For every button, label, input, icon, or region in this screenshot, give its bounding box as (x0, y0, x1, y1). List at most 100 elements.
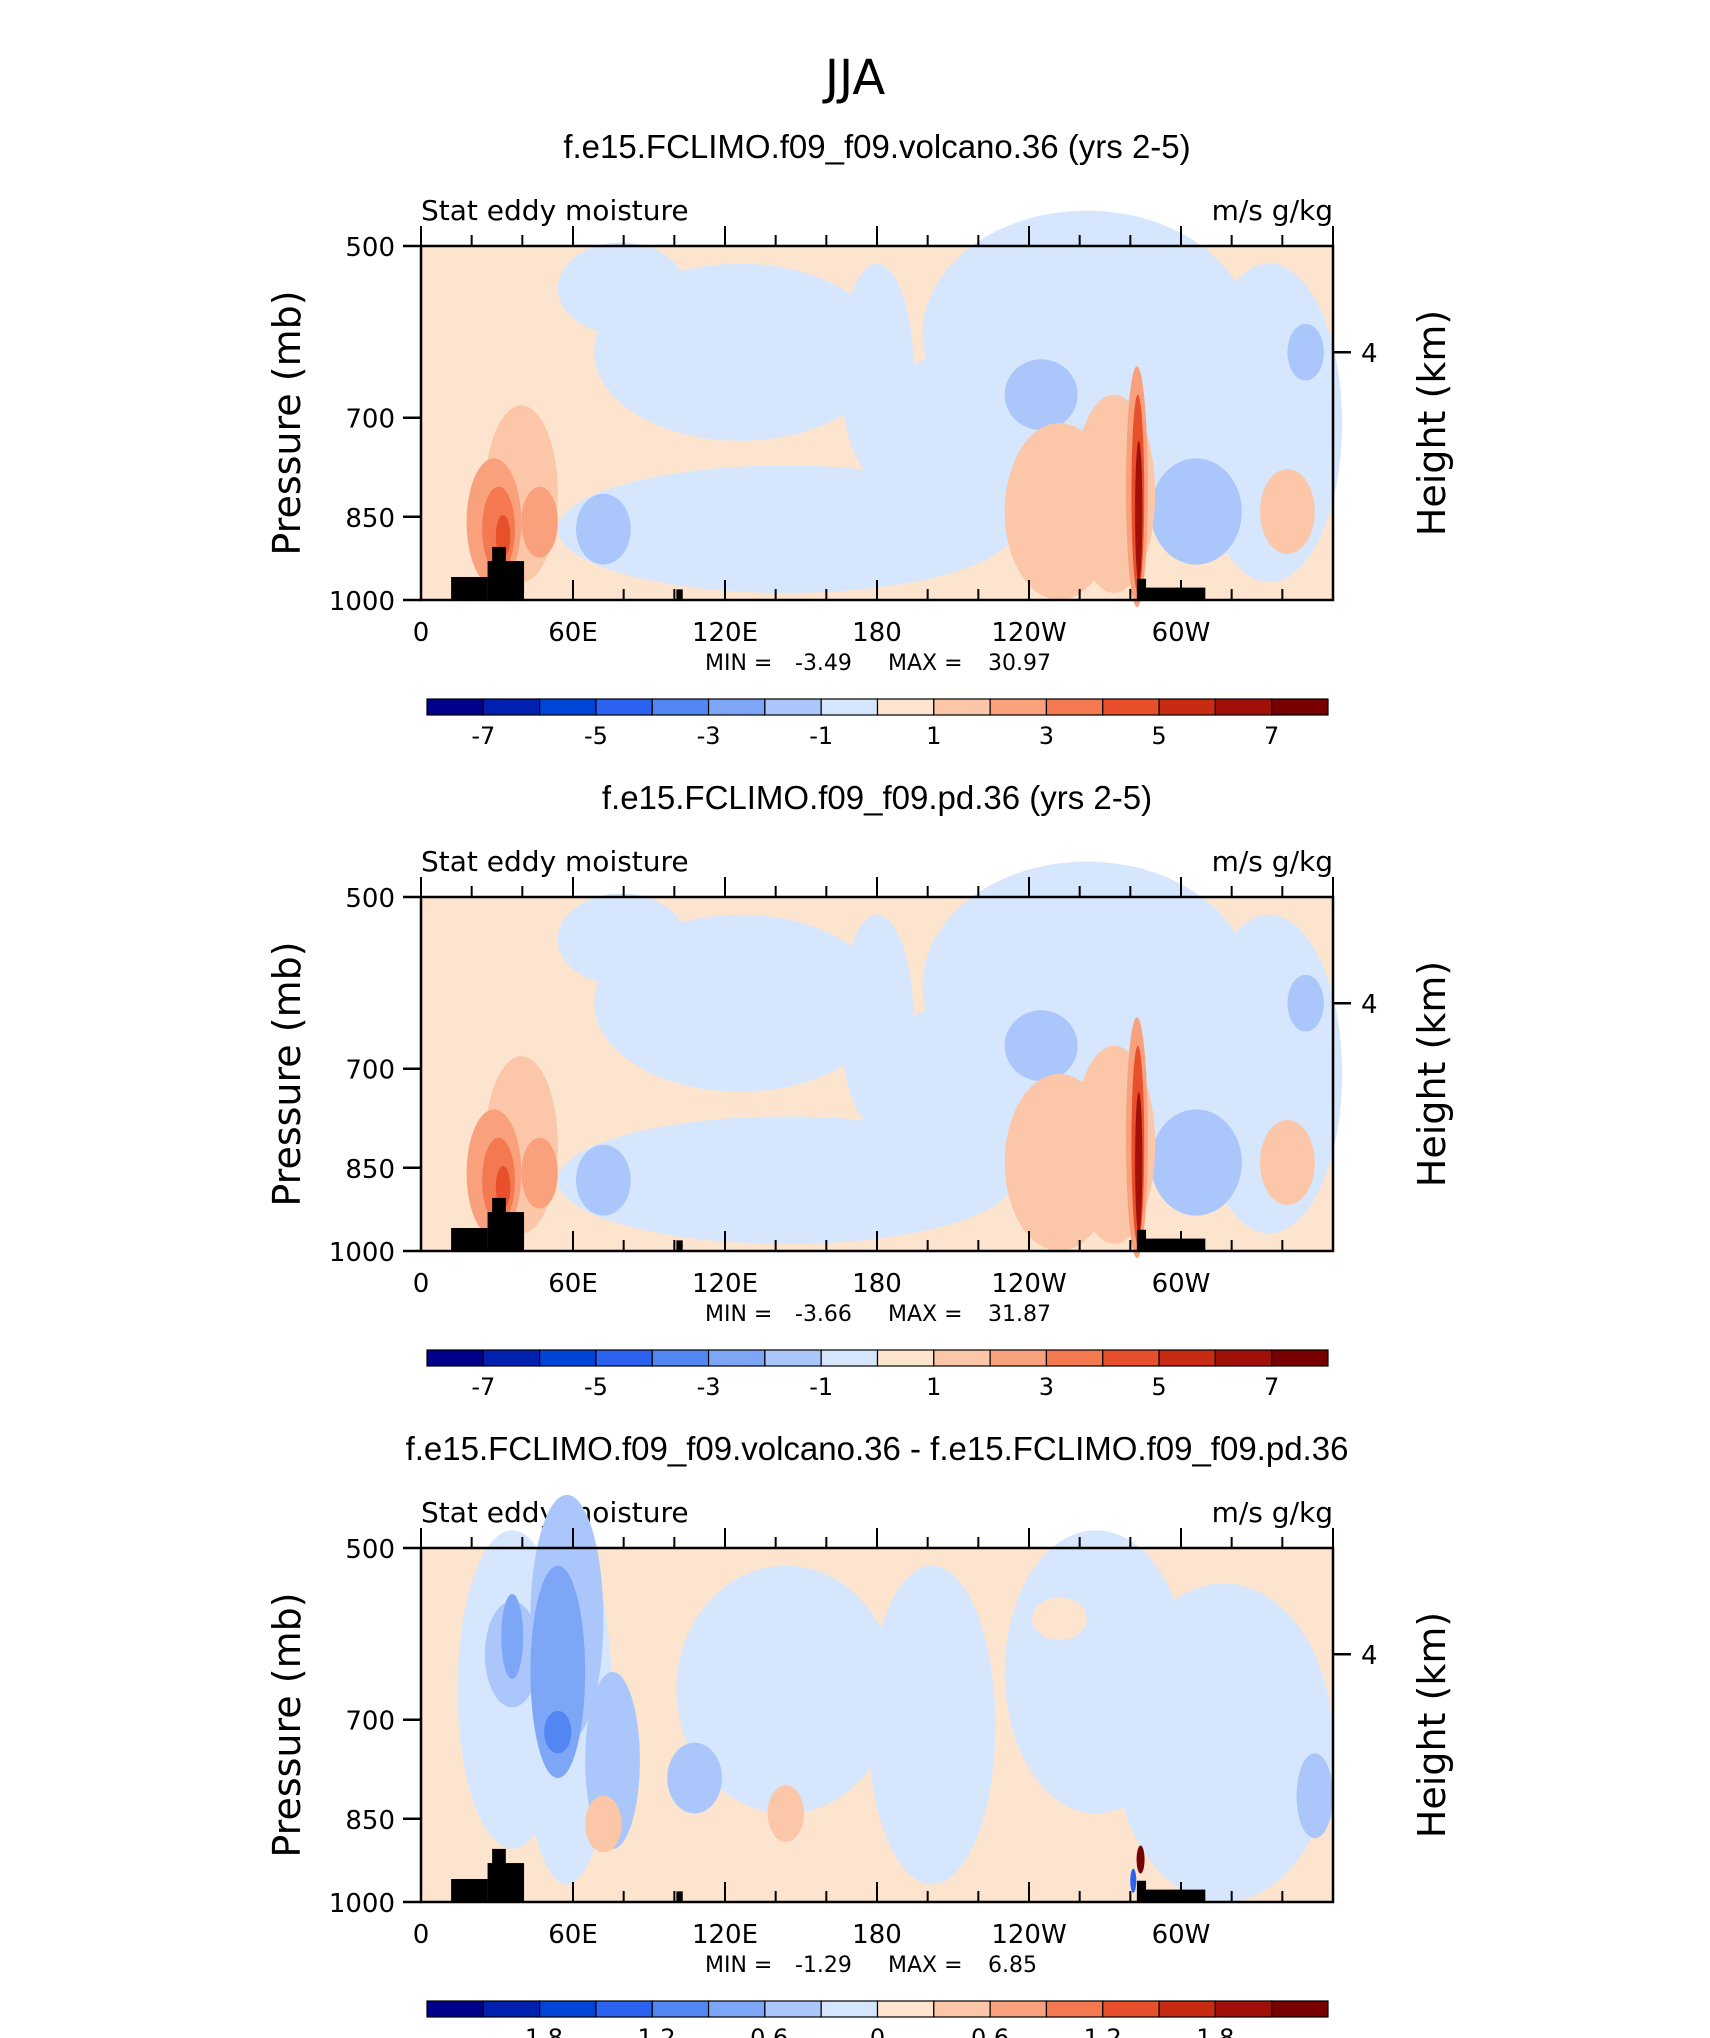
colorbar-label: 1 (926, 1373, 941, 1401)
units-label: m/s g/kg (1212, 845, 1333, 878)
colorbar-swatch (876, 698, 935, 716)
y-tick-label: 850 (345, 1155, 395, 1185)
colorbar-label: 5 (1151, 1373, 1166, 1401)
y2-axis-label: Height (km) (1410, 961, 1454, 1187)
colorbar-swatch (1158, 2000, 1216, 2018)
colorbar-swatch (820, 1349, 879, 1367)
contour-region (594, 914, 887, 1092)
y-tick-label: 1000 (329, 587, 395, 617)
contour-region (557, 465, 1014, 593)
colorbar-swatch (1045, 698, 1104, 716)
contour-region (1135, 1091, 1143, 1234)
colorbar-label: -3 (697, 722, 721, 750)
panel-title: f.e15.FCLIMO.f09_f09.volcano.36 - f.e15.… (406, 1430, 1349, 1467)
x-tick-label: 0 (413, 618, 430, 648)
topography (676, 1891, 683, 1902)
min-value: -3.66 (795, 1302, 852, 1327)
min-label: MIN = (705, 1302, 772, 1327)
y-tick-label: 850 (345, 1806, 395, 1836)
contour-region (1260, 1120, 1315, 1205)
colorbar-swatch (707, 1349, 766, 1367)
y-axis-label: Pressure (mb) (265, 1592, 309, 1857)
x-tick-label: 180 (852, 1269, 902, 1299)
contour-region (867, 1565, 996, 1885)
colorbar-swatch (1102, 2000, 1160, 2018)
colorbar-swatch (482, 1349, 541, 1367)
max-label: MAX = (888, 1953, 963, 1978)
y-axis-label: Pressure (mb) (265, 941, 309, 1206)
contour-region (1032, 1597, 1087, 1641)
y-axis-label: Pressure (mb) (265, 290, 309, 555)
colorbar-swatch (876, 2000, 935, 2018)
colorbar-label: 0.6 (971, 2024, 1009, 2038)
topography (492, 1197, 506, 1251)
colorbar-swatch (595, 698, 653, 716)
topography (1136, 587, 1206, 600)
contour-region (1150, 458, 1242, 565)
contour-region (557, 1116, 1014, 1244)
colorbar-swatch (1102, 1349, 1160, 1367)
contour-region (576, 1144, 631, 1216)
colorbar-label: -3 (697, 1373, 721, 1401)
colorbar-swatch (933, 698, 991, 716)
colorbar-swatch (876, 1349, 935, 1367)
colorbar-swatch (1271, 1349, 1329, 1367)
colorbar-label: 3 (1039, 722, 1054, 750)
colorbar-swatch (426, 2000, 484, 2018)
x-tick-label: 60W (1152, 618, 1211, 648)
contour-region (585, 1795, 622, 1853)
contour-region (676, 1565, 896, 1814)
colorbar-swatch (539, 2000, 597, 2018)
colorbar-swatch (707, 698, 766, 716)
contour-region (1004, 359, 1078, 431)
contour-region (530, 1565, 586, 1779)
contour-region (576, 493, 631, 565)
colorbar-swatch (1271, 2000, 1329, 2018)
min-label: MIN = (705, 651, 772, 676)
topography (492, 546, 506, 600)
colorbar-label: -0.6 (741, 2024, 788, 2038)
contour-region (1135, 440, 1143, 583)
y2-axis-label: Height (km) (1410, 1612, 1454, 1838)
colorbar-swatch (989, 2000, 1048, 2018)
colorbar-label: 5 (1151, 722, 1166, 750)
colorbar-swatch (426, 1349, 484, 1367)
colorbar-swatch (482, 2000, 541, 2018)
field-label: Stat eddy moisture (421, 845, 689, 878)
y-tick-label: 500 (345, 884, 395, 914)
colorbar-swatch (1271, 698, 1329, 716)
colorbar-swatch (764, 1349, 822, 1367)
colorbar-swatch (820, 2000, 879, 2018)
max-label: MAX = (888, 651, 963, 676)
colorbar-swatch (1102, 698, 1160, 716)
colorbar-label: -1.2 (629, 2024, 676, 2038)
x-tick-label: 60W (1152, 1269, 1211, 1299)
y-tick-label: 700 (345, 1056, 395, 1086)
topography (451, 1878, 488, 1902)
colorbar-label: -7 (471, 1373, 495, 1401)
units-label: m/s g/kg (1212, 194, 1333, 227)
colorbar-label: -7 (471, 722, 495, 750)
colorbar-swatch (539, 698, 597, 716)
y2-tick-label: 4 (1361, 990, 1378, 1020)
chart-panel: f.e15.FCLIMO.f09_f09.pd.36 (yrs 2-5) Stat… (265, 779, 1454, 1401)
contour-region (521, 1137, 558, 1209)
x-tick-label: 120E (692, 618, 758, 648)
field-label: Stat eddy moisture (421, 194, 689, 227)
contour-region (1260, 469, 1315, 554)
colorbar-swatch (426, 698, 484, 716)
contour-region (1004, 1010, 1078, 1082)
contour-region (501, 1594, 524, 1679)
colorbar-label: 0 (870, 2024, 885, 2038)
x-tick-label: 120E (692, 1269, 758, 1299)
y-tick-label: 850 (345, 504, 395, 534)
colorbar-label: -1.8 (516, 2024, 563, 2038)
max-value: 6.85 (988, 1953, 1037, 1978)
y-tick-label: 1000 (329, 1889, 395, 1919)
min-value: -1.29 (795, 1953, 852, 1978)
y2-axis-label: Height (km) (1410, 310, 1454, 536)
x-tick-label: 60E (548, 1920, 598, 1950)
contour-region (1296, 1753, 1333, 1839)
y-tick-label: 700 (345, 1707, 395, 1737)
colorbar-swatch (1214, 2000, 1273, 2018)
